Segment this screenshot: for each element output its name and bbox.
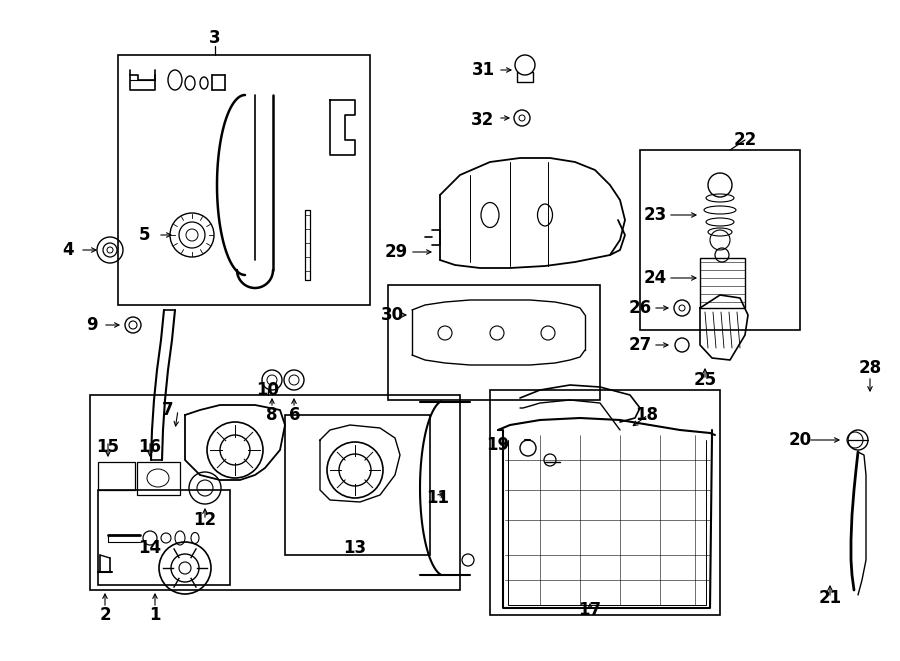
Bar (640, 150, 800, 330)
Bar (490, 390, 720, 615)
Bar (517, 72, 533, 82)
Text: 7: 7 (162, 401, 174, 419)
Text: 8: 8 (266, 406, 278, 424)
Bar (98, 462, 135, 490)
Bar (90, 395, 460, 590)
Text: 19: 19 (486, 436, 509, 454)
Text: 14: 14 (139, 539, 162, 557)
Text: 3: 3 (209, 29, 220, 47)
Text: 28: 28 (859, 359, 882, 377)
Text: 5: 5 (140, 226, 151, 244)
Text: 13: 13 (344, 539, 366, 557)
Circle shape (515, 55, 535, 75)
Text: 17: 17 (579, 601, 601, 619)
Bar (98, 490, 230, 585)
Text: 32: 32 (472, 111, 495, 129)
Text: 11: 11 (427, 489, 449, 507)
Text: 30: 30 (381, 306, 403, 324)
Bar (137, 462, 180, 495)
Text: 21: 21 (818, 589, 842, 607)
Text: 6: 6 (289, 406, 301, 424)
Text: 23: 23 (644, 206, 667, 224)
Bar (118, 55, 370, 305)
Text: 20: 20 (788, 431, 812, 449)
Text: 2: 2 (99, 606, 111, 624)
Text: 10: 10 (256, 381, 280, 399)
Text: 12: 12 (194, 511, 217, 529)
Text: 25: 25 (693, 371, 716, 389)
Text: 15: 15 (96, 438, 120, 456)
Text: 1: 1 (149, 606, 161, 624)
Text: 29: 29 (384, 243, 408, 261)
Bar (285, 415, 430, 555)
Text: 22: 22 (734, 131, 757, 149)
Text: 27: 27 (628, 336, 652, 354)
Text: 31: 31 (472, 61, 495, 79)
Text: 16: 16 (139, 438, 161, 456)
Text: 4: 4 (62, 241, 74, 259)
Text: 26: 26 (628, 299, 652, 317)
Bar (700, 258, 745, 308)
Text: 24: 24 (644, 269, 667, 287)
Bar (388, 285, 600, 400)
Text: 9: 9 (86, 316, 98, 334)
Text: 18: 18 (635, 406, 659, 424)
